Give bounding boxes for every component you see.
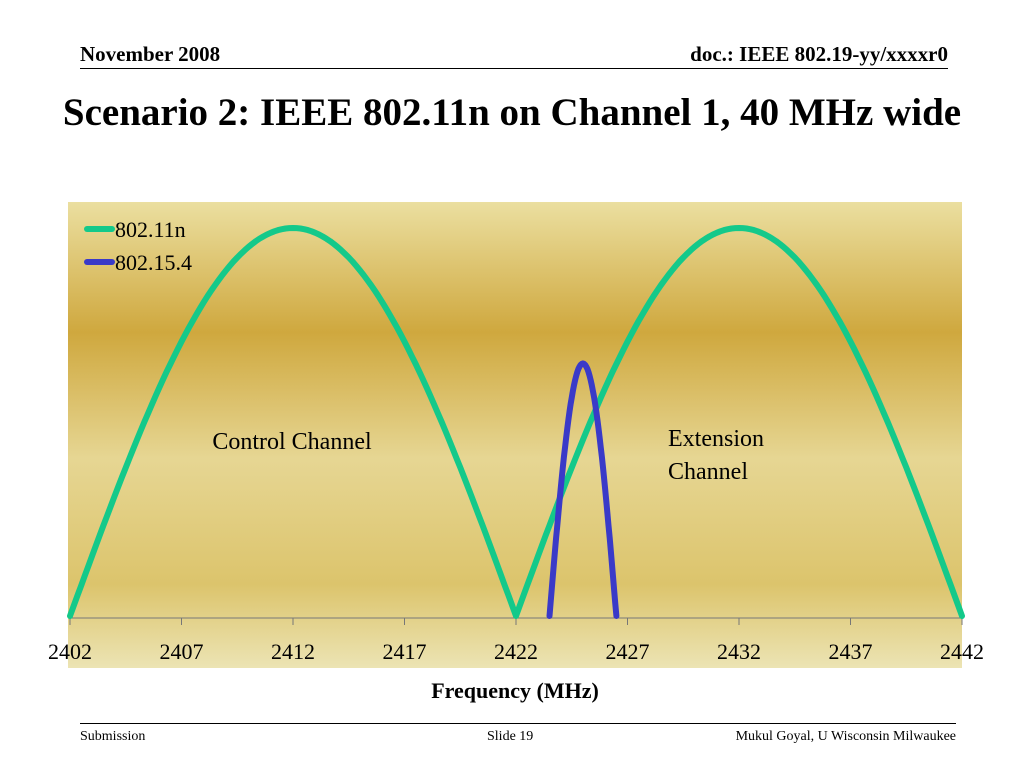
footer-slide-number: Slide 19 xyxy=(487,729,534,744)
annotation-extension-channel: Extension Channel xyxy=(668,426,764,485)
x-tick-label: 2417 xyxy=(383,639,427,664)
legend-label: 802.11n xyxy=(115,217,186,242)
header-divider xyxy=(80,68,948,69)
slide-title: Scenario 2: IEEE 802.11n on Channel 1, 4… xyxy=(62,91,962,134)
x-tick-label: 2422 xyxy=(494,639,538,664)
header-date: November 2008 xyxy=(80,42,221,66)
x-tick-label: 2407 xyxy=(160,639,204,664)
x-tick-label: 2412 xyxy=(271,639,315,664)
x-tick-label: 2402 xyxy=(48,639,92,664)
footer-divider xyxy=(80,723,956,724)
series-line-802-15-4 xyxy=(546,360,620,619)
x-tick-label: 2427 xyxy=(606,639,650,664)
legend-label: 802.15.4 xyxy=(115,250,192,275)
x-tick-label: 2442 xyxy=(940,639,984,664)
chart-background xyxy=(68,202,962,668)
x-tick-label: 2432 xyxy=(717,639,761,664)
x-axis-label: Frequency (MHz) xyxy=(431,678,599,703)
footer-submission: Submission xyxy=(80,729,146,744)
header-doc-id: doc.: IEEE 802.19-yy/xxxxr0 xyxy=(690,42,948,66)
footer-author: Mukul Goyal, U Wisconsin Milwaukee xyxy=(735,729,956,744)
annotation-control-channel: Control Channel xyxy=(212,429,372,455)
series-line-802-11n xyxy=(67,225,965,619)
x-tick-label: 2437 xyxy=(829,639,873,664)
